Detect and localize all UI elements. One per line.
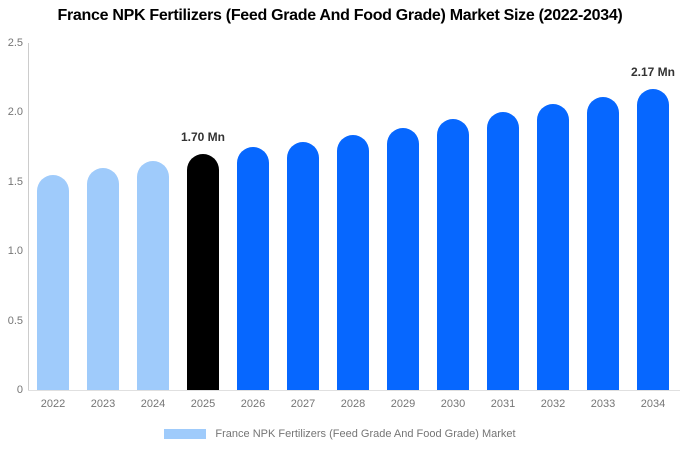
y-axis-tick-label: 0 bbox=[16, 384, 23, 396]
y-axis-tick-label: 2.0 bbox=[7, 106, 23, 119]
bar-2029 bbox=[387, 127, 419, 390]
x-axis-tick-label-2031: 2031 bbox=[490, 398, 516, 410]
x-axis: 2022 2023 2024 2025 2026 2027 2028 2029 2030 2031… bbox=[28, 398, 678, 410]
x-axis-tick-label-2032: 2032 bbox=[540, 398, 566, 410]
legend-swatch-icon bbox=[164, 429, 207, 439]
x-axis-tick-label-2033: 2033 bbox=[590, 398, 616, 410]
plot-area: 1.70 Mn 2.17 Mn bbox=[28, 43, 678, 390]
x-axis-tick-label-2028: 2028 bbox=[340, 398, 366, 410]
x-axis-tick-label-2027: 2027 bbox=[290, 398, 316, 410]
bar-slot-2029 bbox=[378, 43, 428, 390]
bar-slot-2033 bbox=[578, 43, 628, 390]
bar-slot-2026 bbox=[228, 43, 278, 390]
chart-title: France NPK Fertilizers (Feed Grade And F… bbox=[57, 7, 623, 24]
bar-2022 bbox=[37, 174, 69, 390]
bar-2032 bbox=[537, 104, 569, 390]
x-axis-tick-label-2034: 2034 bbox=[640, 398, 666, 410]
bar-slot-2030 bbox=[428, 43, 478, 390]
bar-slot-2025: 1.70 Mn bbox=[178, 43, 228, 390]
y-axis-tick-label: 2.5 bbox=[7, 37, 23, 49]
bar-series: 1.70 Mn 2.17 Mn bbox=[28, 43, 678, 390]
x-axis-tick-label-2026: 2026 bbox=[240, 398, 266, 410]
bar-2027 bbox=[287, 141, 319, 390]
bar-2028 bbox=[337, 134, 369, 390]
x-axis-tick-label-2029: 2029 bbox=[390, 398, 416, 410]
y-axis-tick-label: 0.5 bbox=[7, 314, 23, 327]
bar-2030 bbox=[437, 119, 469, 390]
bar-value-label-2034: 2.17 Mn bbox=[630, 64, 676, 79]
bar-2025 bbox=[187, 154, 219, 390]
bar-slot-2022 bbox=[28, 43, 78, 390]
y-axis-tick-label: 1.0 bbox=[7, 245, 23, 258]
bar-slot-2032 bbox=[528, 43, 578, 390]
bar-slot-2027 bbox=[278, 43, 328, 390]
x-axis-tick-label-2023: 2023 bbox=[90, 398, 116, 410]
y-axis-line bbox=[28, 43, 29, 390]
x-axis-line bbox=[28, 390, 680, 391]
y-axis-tick-label: 1.5 bbox=[7, 175, 23, 188]
x-axis-tick-label-2024: 2024 bbox=[140, 398, 166, 410]
x-axis-tick-label-2022: 2022 bbox=[40, 398, 66, 410]
bar-value-label-2025: 1.70 Mn bbox=[180, 130, 226, 145]
bar-2023 bbox=[87, 167, 119, 390]
bar-slot-2034: 2.17 Mn bbox=[628, 43, 678, 390]
bar-slot-2024 bbox=[128, 43, 178, 390]
bar-slot-2031 bbox=[478, 43, 528, 390]
bar-2034 bbox=[637, 88, 669, 390]
x-axis-tick-label-2025: 2025 bbox=[190, 398, 216, 410]
legend: France NPK Fertilizers (Feed Grade And F… bbox=[0, 426, 680, 442]
bar-2024 bbox=[137, 160, 169, 390]
bar-2026 bbox=[237, 147, 269, 390]
bar-slot-2028 bbox=[328, 43, 378, 390]
legend-label: France NPK Fertilizers (Feed Grade And F… bbox=[215, 428, 516, 440]
y-axis: 0 0.5 1.0 1.5 2.0 2.5 bbox=[0, 37, 23, 396]
bar-2031 bbox=[487, 112, 519, 390]
bar-slot-2023 bbox=[78, 43, 128, 390]
bar-2033 bbox=[587, 97, 619, 390]
x-axis-tick-label-2030: 2030 bbox=[440, 398, 466, 410]
